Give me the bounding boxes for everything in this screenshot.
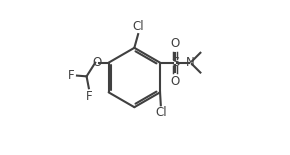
Text: O: O xyxy=(93,56,102,69)
Text: N: N xyxy=(186,56,195,69)
Text: O: O xyxy=(171,75,180,88)
Text: O: O xyxy=(171,38,180,51)
Text: F: F xyxy=(68,69,75,82)
Text: Cl: Cl xyxy=(155,106,167,120)
Text: F: F xyxy=(86,90,92,103)
Text: S: S xyxy=(171,56,180,69)
Text: Cl: Cl xyxy=(132,20,144,33)
